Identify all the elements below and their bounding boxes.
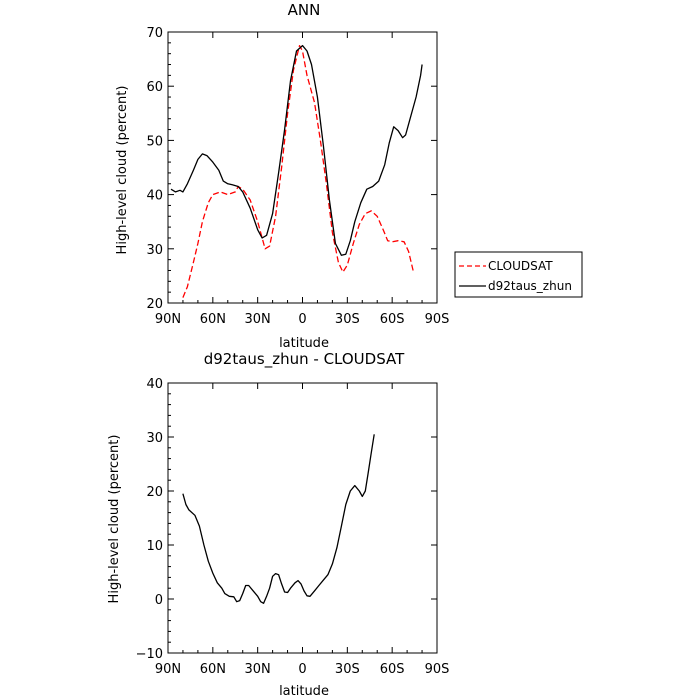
x-tick-label: 30N bbox=[245, 312, 271, 327]
y-tick-label: 50 bbox=[146, 134, 163, 149]
x-tick-label: 30S bbox=[335, 312, 360, 327]
x-axis-label: latitude bbox=[279, 336, 329, 351]
x-tick-label: 60S bbox=[380, 312, 405, 327]
y-axis-label: High-level cloud (percent) bbox=[107, 435, 122, 604]
plot-frame bbox=[167, 382, 438, 654]
y-tick-label: −10 bbox=[136, 647, 163, 662]
series-lines bbox=[182, 434, 375, 604]
y-tick-label: 20 bbox=[146, 485, 163, 500]
x-tick-label: 0 bbox=[298, 662, 306, 677]
chart-panel-annual: ANN 90N 60N 30N 0 30S 60S 90S 20 30 40 50 60 70 lat… bbox=[115, 1, 583, 351]
series-line-d92taus_zhun bbox=[170, 44, 423, 256]
legend-box bbox=[454, 251, 583, 298]
x-tick-label: 90S bbox=[425, 662, 450, 677]
plot-frame bbox=[167, 31, 438, 304]
chart-panel-difference: d92taus_zhun - CLOUDSAT 90N 60N 30N 0 30S 60S… bbox=[107, 350, 449, 699]
legend-label-cloudsat: CLOUDSAT bbox=[488, 259, 553, 273]
x-tick-label: 90S bbox=[425, 312, 450, 327]
y-tick-label: 0 bbox=[155, 593, 163, 608]
y-tick-label: 70 bbox=[146, 26, 163, 41]
y-tick-labels: −10 0 10 20 30 40 bbox=[136, 377, 163, 662]
x-tick-label: 60N bbox=[200, 312, 226, 327]
x-tick-labels: 90N 60N 30N 0 30S 60S 90S bbox=[155, 662, 450, 677]
axis-ticks bbox=[167, 31, 438, 304]
x-tick-label: 60N bbox=[200, 662, 226, 677]
legend-label-model: d92taus_zhun bbox=[488, 279, 572, 293]
x-tick-label: 90N bbox=[155, 312, 181, 327]
y-tick-label: 10 bbox=[146, 539, 163, 554]
x-tick-label: 60S bbox=[380, 662, 405, 677]
legend: CLOUDSAT d92taus_zhun bbox=[454, 251, 583, 298]
y-tick-label: 20 bbox=[146, 297, 163, 312]
y-tick-label: 40 bbox=[146, 189, 163, 204]
series-lines bbox=[170, 44, 423, 298]
x-tick-labels: 90N 60N 30N 0 30S 60S 90S bbox=[155, 312, 450, 327]
x-axis-label: latitude bbox=[279, 684, 329, 699]
series-line-cloudsat bbox=[182, 44, 414, 298]
x-tick-label: 90N bbox=[155, 662, 181, 677]
y-tick-label: 30 bbox=[146, 431, 163, 446]
x-tick-label: 30N bbox=[245, 662, 271, 677]
y-tick-label: 60 bbox=[146, 80, 163, 95]
y-tick-labels: 20 30 40 50 60 70 bbox=[146, 26, 163, 312]
y-tick-label: 30 bbox=[146, 243, 163, 258]
chart-title: d92taus_zhun - CLOUDSAT bbox=[204, 350, 405, 369]
y-tick-label: 40 bbox=[146, 377, 163, 392]
series-line-difference bbox=[182, 434, 375, 604]
x-tick-label: 0 bbox=[298, 312, 306, 327]
x-tick-label: 30S bbox=[335, 662, 360, 677]
axis-ticks bbox=[167, 382, 438, 654]
y-axis-label: High-level cloud (percent) bbox=[115, 86, 130, 255]
chart-title: ANN bbox=[288, 1, 321, 19]
